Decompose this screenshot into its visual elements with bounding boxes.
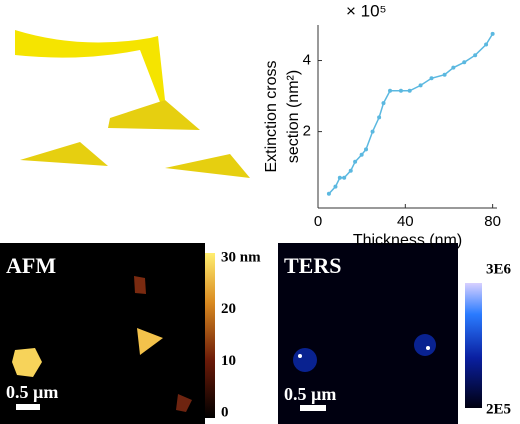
- scale-bar-label: 0.5 µm: [6, 382, 58, 402]
- ters-label: TERS: [284, 253, 341, 278]
- data-point: [326, 191, 331, 196]
- colorbar-tick-label: 30 nm: [221, 249, 261, 265]
- y-axis-label: Extinction cross: [263, 60, 280, 172]
- colorbar-tick-label: 20: [221, 301, 236, 317]
- data-point: [407, 88, 412, 93]
- data-point: [442, 72, 447, 77]
- data-point: [377, 115, 382, 120]
- data-point: [418, 83, 423, 88]
- data-point: [462, 60, 467, 65]
- x-tick-label: 40: [397, 213, 414, 230]
- data-point: [473, 53, 478, 58]
- y-multiplier: × 10⁵: [346, 1, 387, 20]
- schematic: [15, 30, 250, 178]
- ters-panel: [278, 243, 482, 424]
- afm-panel: [0, 243, 215, 424]
- data-point: [398, 88, 403, 93]
- data-point: [348, 168, 353, 173]
- afm-label: AFM: [6, 253, 56, 278]
- data-point: [359, 152, 364, 157]
- x-tick-label: 80: [484, 213, 501, 230]
- x-axis-label: Thickness (nm): [353, 232, 462, 249]
- data-point: [381, 101, 386, 106]
- data-point: [370, 129, 375, 134]
- data-point: [484, 42, 489, 47]
- data-point: [353, 159, 358, 164]
- colorbar-tick-label: 3E6: [486, 261, 512, 277]
- data-point: [451, 65, 456, 70]
- colorbar-tick-label: 2E5: [486, 401, 511, 417]
- data-point: [333, 184, 338, 189]
- y-tick-label: 2: [303, 123, 311, 140]
- data-point: [337, 175, 342, 180]
- data-point: [364, 147, 369, 152]
- y-tick-label: 4: [303, 52, 311, 69]
- data-line: [328, 33, 494, 195]
- y-axis-label: section (nm²): [285, 70, 302, 163]
- colorbar-tick-label: 10: [221, 353, 236, 369]
- data-point: [342, 175, 347, 180]
- data-point: [490, 31, 495, 36]
- data-point: [388, 88, 393, 93]
- data-point: [429, 76, 434, 81]
- colorbar-tick-label: 0: [221, 404, 229, 420]
- scale-bar-label: 0.5 µm: [284, 384, 336, 404]
- x-tick-label: 0: [314, 213, 322, 230]
